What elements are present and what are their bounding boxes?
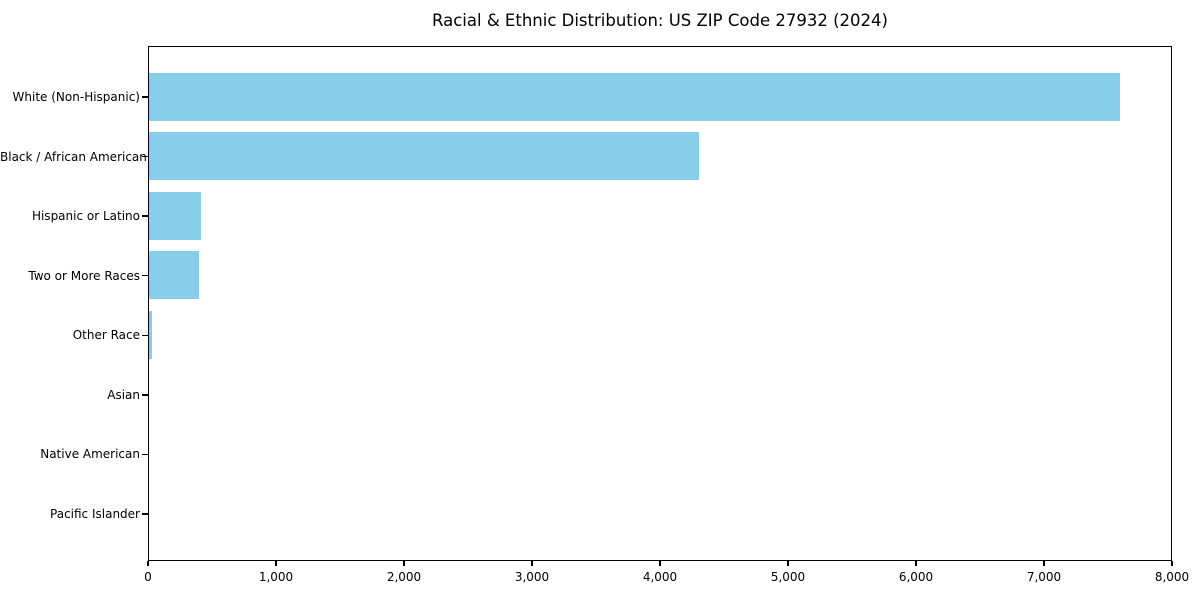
y-tick-mark <box>142 96 148 98</box>
x-tick-label: 3,000 <box>514 570 550 584</box>
x-tick-label: 6,000 <box>898 570 934 584</box>
y-tick-mark <box>142 334 148 337</box>
y-tick-label: Two or More Races <box>28 268 140 283</box>
x-tick-label: 0 <box>144 570 152 584</box>
x-tick-label: 7,000 <box>1026 570 1062 584</box>
x-tick-label: 4,000 <box>642 570 678 584</box>
y-tick-mark <box>142 215 148 217</box>
bar-other-race <box>149 310 152 359</box>
y-tick-mark <box>142 513 148 515</box>
x-tick-mark <box>1043 561 1045 566</box>
x-tick-mark <box>1171 561 1173 566</box>
y-tick-label: Other Race <box>72 328 140 343</box>
y-tick-label: Pacific Islander <box>50 506 140 521</box>
y-tick-mark <box>142 453 148 456</box>
x-tick-label: 1,000 <box>258 570 294 584</box>
x-tick-mark <box>275 561 277 566</box>
x-tick-label: 8,000 <box>1154 570 1190 584</box>
bar-two-or-more-races <box>149 251 200 300</box>
x-tick-label: 5,000 <box>770 570 806 584</box>
bar-black-african-american <box>149 132 700 181</box>
x-tick-mark <box>787 561 789 566</box>
y-tick-mark <box>142 274 148 277</box>
x-tick-label: 2,000 <box>386 570 422 584</box>
y-tick-mark <box>142 155 148 158</box>
y-tick-label: White (Non-Hispanic) <box>12 90 140 104</box>
x-tick-mark <box>659 561 661 566</box>
y-tick-label: Black / African American <box>0 149 147 164</box>
x-tick-mark <box>147 561 149 566</box>
y-tick-label: Hispanic or Latino <box>31 209 140 224</box>
y-tick-mark <box>142 394 148 396</box>
y-tick-label: Native American <box>40 447 140 462</box>
x-tick-mark <box>531 561 533 566</box>
plot-area <box>148 46 1172 561</box>
x-tick-mark <box>915 561 917 566</box>
x-tick-mark <box>403 561 405 566</box>
chart-title: Racial & Ethnic Distribution: US ZIP Cod… <box>432 11 888 30</box>
bar-white-non-hispanic <box>149 72 1121 121</box>
bar-hispanic-or-latino <box>149 191 201 240</box>
y-tick-label: Asian <box>107 387 140 402</box>
